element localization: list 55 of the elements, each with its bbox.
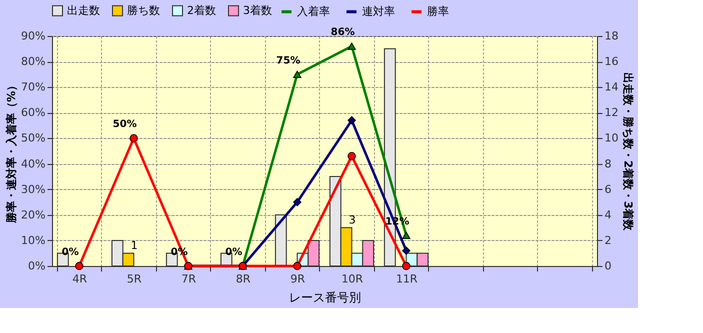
y2-tick-label: 6	[604, 182, 612, 196]
point	[75, 262, 84, 270]
y2-axis-title: 出走数・勝ち数・2着数・3着数	[621, 72, 634, 232]
y2-tick-label: 0	[604, 260, 612, 272]
x-tick-label: 5R	[126, 272, 142, 286]
x-tick-label: 7R	[181, 272, 196, 286]
point	[402, 246, 410, 255]
y-tick-label: 80%	[21, 55, 46, 68]
point	[402, 262, 410, 270]
point	[348, 152, 356, 160]
y-tick-label: 0%	[28, 260, 46, 272]
y2-tick-label: 18	[604, 30, 618, 42]
point	[293, 198, 302, 206]
legend-label: 3着数	[243, 4, 272, 17]
y-tick-label: 70%	[21, 80, 46, 94]
x-tick-label: 4R	[72, 272, 88, 286]
legend-label: 連対率	[362, 4, 395, 18]
point	[348, 116, 356, 124]
y-axis-title: 勝率・連対率・入着率（%）	[5, 80, 18, 224]
x-tick-label: 9R	[290, 272, 306, 286]
point	[348, 42, 356, 50]
y2-tick-label: 8	[604, 157, 612, 170]
legend-label: 出走数	[67, 4, 100, 17]
y2-tick-label: 14	[604, 80, 618, 94]
y-tick-label: 20%	[21, 208, 46, 222]
y-tick-label: 60%	[21, 106, 46, 120]
y-tick-label: 30%	[21, 182, 46, 196]
y2-tick-label: 10	[604, 132, 618, 145]
y-tick-label: 40%	[21, 157, 46, 170]
x-tick-label: 10R	[341, 272, 364, 286]
y2-tick-label: 16	[604, 55, 618, 68]
y-tick-label: 90%	[21, 30, 46, 42]
legend-label: 勝率	[427, 4, 449, 18]
data-label: 3	[348, 214, 356, 227]
x-tick-label: 11R	[396, 272, 418, 286]
point	[130, 134, 138, 142]
legend-label: 2着数	[187, 4, 216, 17]
point	[402, 232, 410, 239]
data-label: 75%	[276, 55, 300, 66]
x-axis-title: レース番号別	[289, 290, 361, 304]
legend-label: 勝ち数	[127, 4, 160, 17]
point	[293, 70, 302, 78]
legend-label: 入着率	[297, 4, 330, 18]
y2-tick-label: 2	[604, 234, 612, 247]
y-tick-label: 50%	[21, 132, 46, 145]
point	[293, 262, 302, 270]
data-label: 0%	[225, 247, 242, 258]
x-tick-label: 8R	[236, 272, 251, 286]
y2-tick-label: 12	[604, 106, 618, 120]
data-label: 50%	[112, 119, 137, 130]
data-label: 0%	[62, 247, 79, 258]
data-label: 86%	[330, 27, 355, 38]
data-label: 1	[130, 239, 138, 252]
y2-tick-label: 4	[604, 208, 612, 222]
y-tick-label: 10%	[21, 234, 46, 247]
